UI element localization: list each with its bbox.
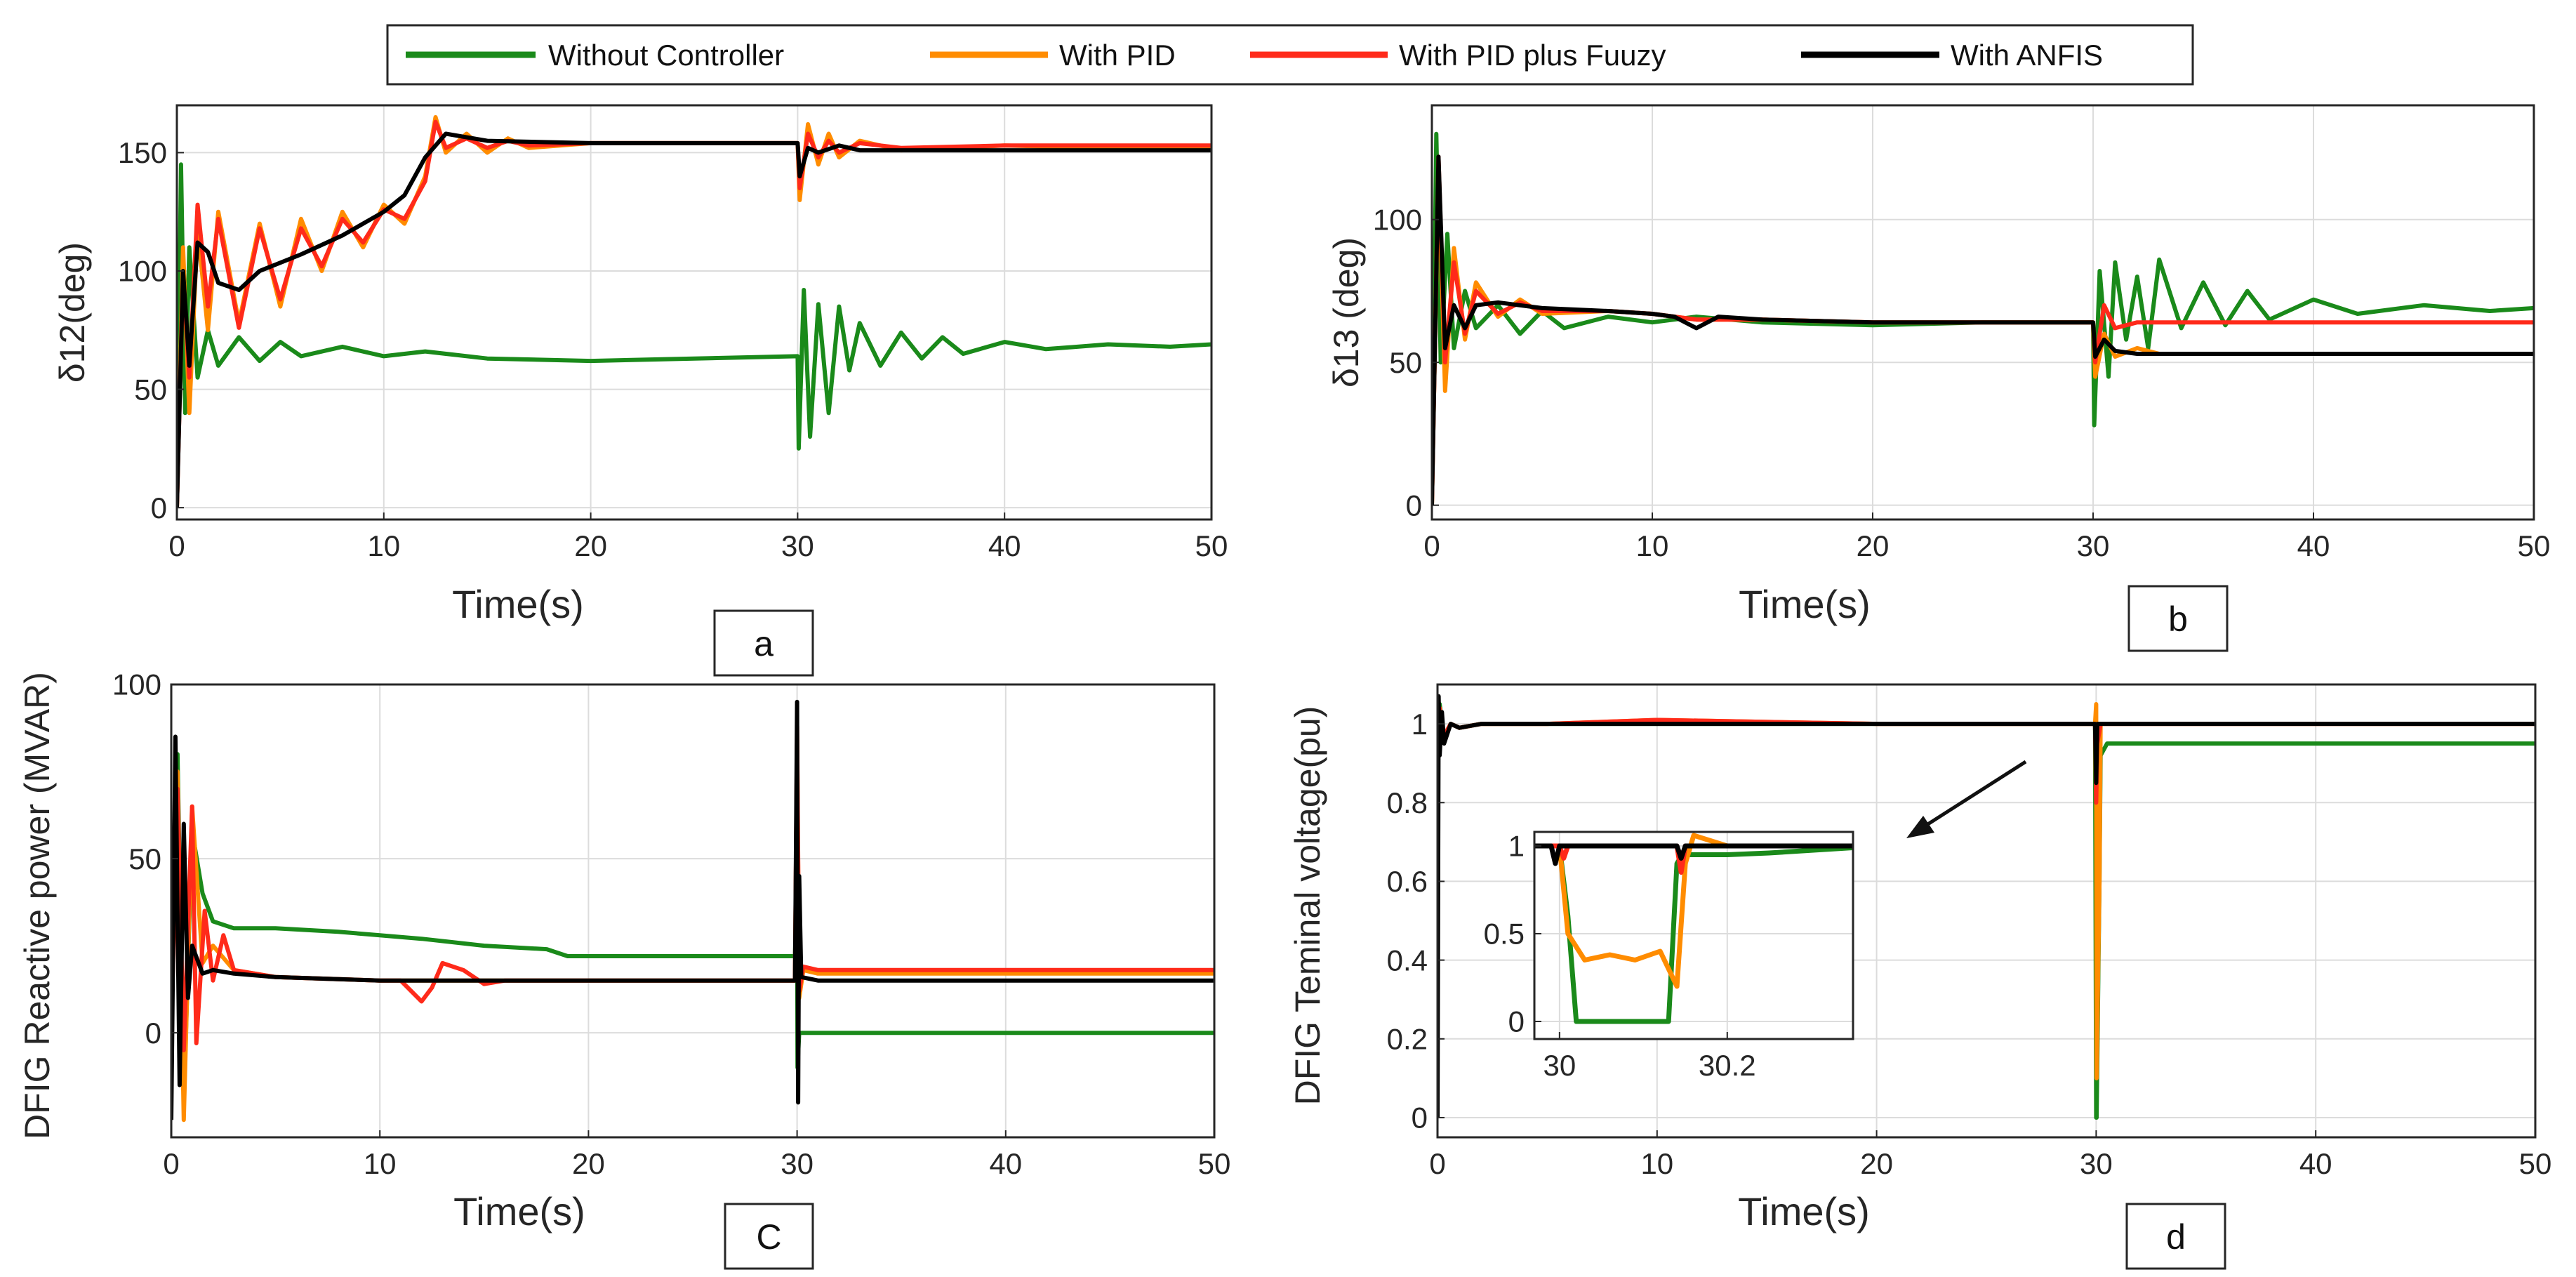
panel-a-y-tick-label: 50 [134, 373, 167, 406]
legend-label-without-controller: Without Controller [548, 39, 784, 72]
panel-d-y-tick-label: 1 [1412, 708, 1428, 741]
panel-d-y-tick-label: 0.4 [1387, 944, 1428, 977]
panel-c-y-axis-title: DFIG Reactive power (MVAR) [18, 672, 57, 1139]
panel-b-y-tick-label: 50 [1389, 346, 1422, 379]
panel-d-x-tick-label: 0 [1429, 1147, 1445, 1180]
panel-c: 0 10 20 30 40 50 0 50 100 Time(s) DFIG Reactive po… [18, 668, 1231, 1270]
panel-d-inset-y-tick-label: 0.5 [1484, 918, 1525, 951]
panel-a-x-tick-label: 0 [168, 529, 185, 562]
panel-d-y-axis-title: DFIG Teminal voltage(pu) [1288, 706, 1327, 1106]
panel-b-series-line-with-anfis [1432, 154, 2534, 505]
panel-a-y-tick-label: 0 [151, 491, 167, 524]
panel-d-x-tick-label: 30 [2080, 1147, 2113, 1180]
panel-a-x-tick-label: 50 [1195, 529, 1228, 562]
panel-c-series-line-with-anfis [171, 699, 1214, 1120]
panel-b-y-tick-label: 100 [1373, 203, 1422, 236]
panel-a-plot-frame [175, 104, 1213, 521]
panel-c-x-tick-label: 10 [364, 1147, 397, 1180]
panel-c-label: C [756, 1217, 781, 1257]
legend-label-with-anfis: With ANFIS [1951, 39, 2103, 72]
panel-b-label: b [2168, 600, 2188, 639]
panel-d-y-tick-label: 0.6 [1387, 865, 1428, 898]
inset-arrow-line [1925, 760, 2027, 827]
panel-a-label: a [754, 624, 774, 663]
panel-d-x-axis-title: Time(s) [1738, 1189, 1870, 1233]
inset-arrow-head [1906, 816, 1934, 838]
panel-d-inset-x-tick-label: 30 [1543, 1049, 1576, 1082]
panel-d-y-tick-label: 0.2 [1387, 1022, 1428, 1055]
panel-c-series-line-without-controller [171, 752, 1214, 1105]
panel-b-label-box [2127, 585, 2229, 652]
panel-a-series-line-without-controller [177, 162, 1211, 508]
panel-d-inset-y-tick-label: 1 [1508, 830, 1525, 863]
panel-d-y-tick-label: 0.8 [1387, 786, 1428, 819]
panel-a-y-tick-label: 100 [118, 255, 167, 288]
panel-c-y-tick-label: 50 [128, 842, 161, 875]
legend-entry-with-pid: With PID [930, 39, 1176, 72]
panel-d-label: d [2166, 1217, 2186, 1257]
panel-c-x-tick-label: 30 [781, 1147, 814, 1180]
panel-c-x-tick-label: 0 [163, 1147, 179, 1180]
panel-a-y-axis-title: δ12(deg) [53, 242, 92, 383]
panel-a-x-tick-label: 40 [988, 529, 1021, 562]
panel-d-inset-series-line-with-anfis [1534, 843, 1853, 866]
legend-entry-without-controller: Without Controller [406, 39, 784, 72]
panel-d-inset-y-tick-label: 0 [1508, 1005, 1525, 1038]
panel-b-y-axis-title: δ13 (deg) [1327, 237, 1366, 388]
panel-a-series-line-with-anfis [177, 131, 1211, 508]
panel-c-x-axis-title: Time(s) [453, 1189, 585, 1233]
panel-a-x-tick-label: 20 [574, 529, 607, 562]
legend-entry-with-anfis: With ANFIS [1801, 39, 2103, 72]
panel-d-inset-series-line-with-pid [1534, 833, 1853, 989]
panel-b-x-tick-label: 30 [2077, 529, 2110, 562]
panel-b: 0 10 20 30 40 50 0 50 100 Time(s) δ13 (deg) b [1327, 104, 2551, 652]
panel-d-y-tick-label: 0 [1412, 1101, 1428, 1134]
legend-entry-with-pid-plus-fuzzy: With PID plus Fuuzy [1250, 39, 1666, 72]
panel-d-series-line-with-anfis [1438, 694, 2535, 1118]
panel-b-x-tick-label: 40 [2297, 529, 2330, 562]
panel-d-inset-x-tick-label: 30.2 [1699, 1049, 1756, 1082]
panel-c-y-tick-label: 100 [112, 668, 161, 701]
panel-a-label-box [713, 609, 814, 677]
panel-d-label-box [2125, 1203, 2226, 1270]
panel-c-x-tick-label: 20 [572, 1147, 605, 1180]
panel-b-x-axis-title: Time(s) [1739, 582, 1871, 626]
legend-label-with-pid: With PID [1059, 39, 1176, 72]
panel-c-label-box [724, 1203, 814, 1270]
panel-a-plot-area [175, 104, 1213, 521]
panel-d-inset-plot-area [1533, 831, 1854, 1040]
panel-a-series-line-with-pid-plus-fuuzy [177, 119, 1211, 508]
panel-c-x-tick-label: 50 [1198, 1147, 1231, 1180]
panel-d-inset: 30 30.2 0 0.5 1 [1484, 830, 1854, 1082]
panel-c-plot-frame [170, 683, 1216, 1139]
panel-a-y-tick-label: 150 [118, 136, 167, 169]
panel-d-x-tick-label: 20 [1860, 1147, 1893, 1180]
panel-d-plot-frame [1436, 683, 2537, 1139]
legend: Without Controller With PID With PID plu… [386, 24, 2194, 86]
panel-a-x-axis-title: Time(s) [452, 582, 584, 626]
panel-a-x-tick-label: 10 [367, 529, 400, 562]
panel-c-plot-area [170, 683, 1216, 1139]
panel-b-y-tick-label: 0 [1406, 489, 1422, 522]
panel-b-plot-frame [1430, 104, 2535, 521]
panel-d-x-tick-label: 40 [2299, 1147, 2332, 1180]
panel-d-inset-plot-frame [1533, 831, 1854, 1040]
panel-b-x-tick-label: 0 [1423, 529, 1440, 562]
inset-arrow [1906, 760, 2027, 838]
panel-c-y-tick-label: 0 [145, 1017, 161, 1050]
legend-label-with-pid-plus-fuzzy: With PID plus Fuuzy [1399, 39, 1666, 72]
panel-a: 0 10 20 30 40 50 0 50 100 150 Time(s) δ12(deg) a [53, 104, 1228, 677]
panel-b-x-tick-label: 50 [2518, 529, 2551, 562]
panel-c-x-tick-label: 40 [989, 1147, 1022, 1180]
panel-d-x-tick-label: 50 [2519, 1147, 2552, 1180]
panel-a-x-tick-label: 30 [781, 529, 814, 562]
panel-b-x-tick-label: 10 [1636, 529, 1669, 562]
panel-b-x-tick-label: 20 [1857, 529, 1890, 562]
panel-c-series-line-with-pid-plus-fuuzy [171, 724, 1214, 1052]
panel-d-x-tick-label: 10 [1640, 1147, 1673, 1180]
